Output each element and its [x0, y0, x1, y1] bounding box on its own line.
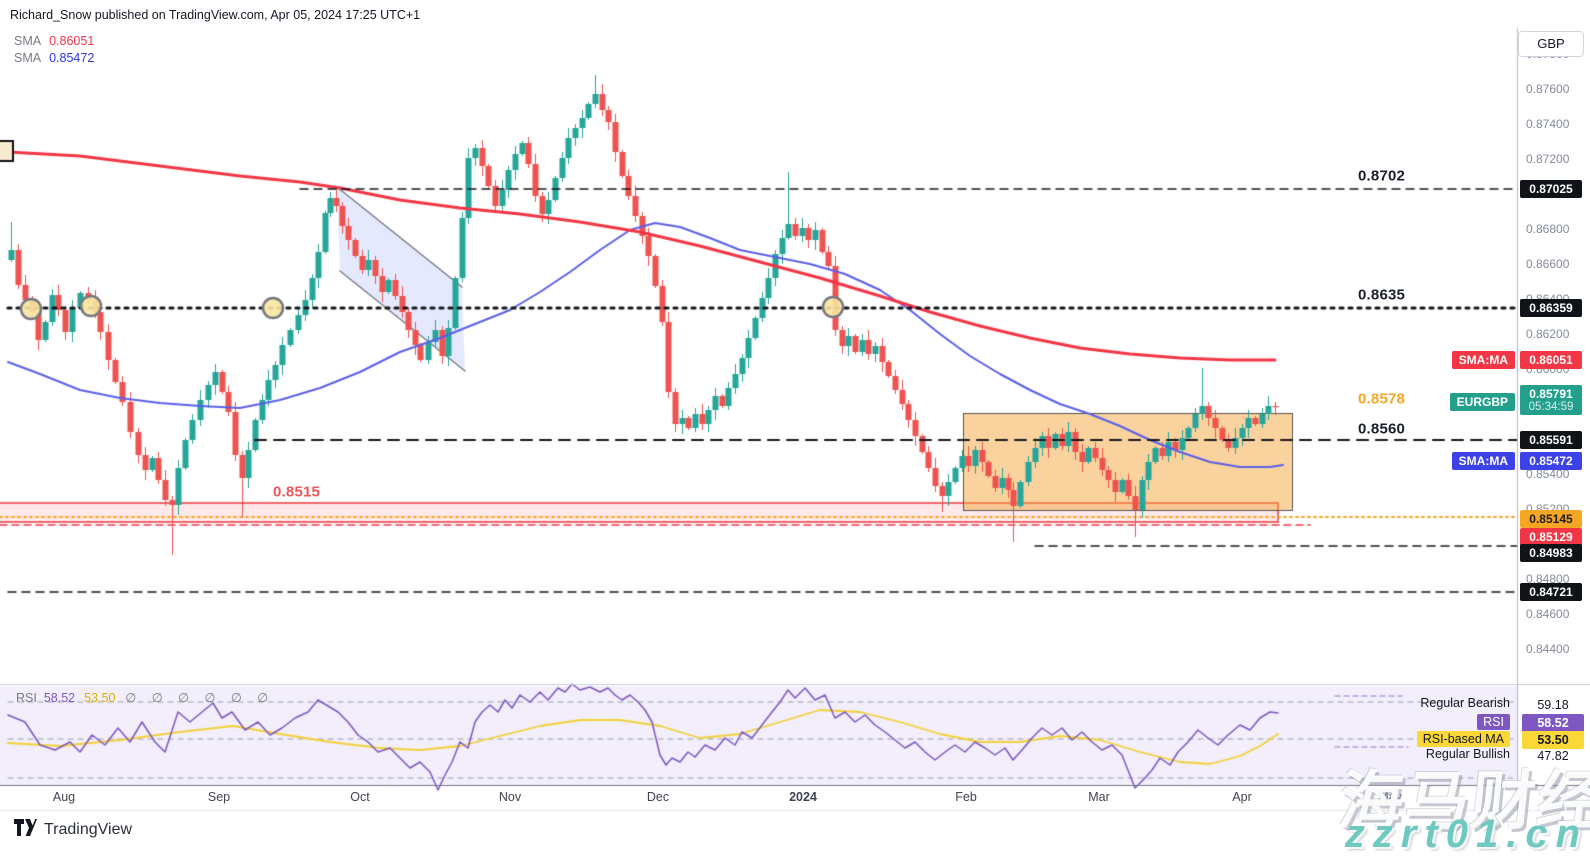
price-axis-value-label: 0.85472 — [1520, 452, 1582, 470]
pane-price-badge: EURGBP — [1449, 393, 1515, 411]
sma-legend-row-2[interactable]: SMA 0.85472 — [14, 50, 94, 67]
level-label: 0.8560 — [1358, 420, 1406, 438]
price-axis-value-label: 0.85591 — [1520, 431, 1582, 449]
level-label: 0.8578 — [1358, 390, 1406, 408]
price-axis-tick: 0.86200 — [1526, 327, 1570, 341]
sma1-label: SMA — [14, 34, 42, 48]
sma2-value: 0.85472 — [49, 51, 95, 65]
rsi-row-name: Regular Bearish — [1420, 696, 1510, 710]
price-axis-value-label: 0.85145 — [1520, 510, 1582, 528]
rsi-row-value: 53.50 — [1522, 731, 1584, 749]
price-axis-value-label: 0.85791 05:34:59 — [1520, 385, 1582, 415]
date-axis-label[interactable]: Mar — [1088, 790, 1110, 804]
sma-legend-row-1[interactable]: SMA 0.86051 — [14, 33, 94, 50]
date-axis-label[interactable]: Oct — [350, 790, 370, 804]
date-axis-label[interactable]: Dec — [646, 790, 670, 804]
sma-legend: SMA 0.86051 SMA 0.85472 — [14, 33, 94, 67]
price-axis-tick: 0.84600 — [1526, 607, 1570, 621]
price-axis-value-label: 0.86359 — [1520, 299, 1582, 317]
date-axis-label[interactable]: Nov — [498, 790, 522, 804]
sma1-value: 0.86051 — [49, 34, 95, 48]
price-axis-value-label: 0.84721 — [1520, 583, 1582, 601]
level-label: 0.8702 — [1358, 167, 1406, 185]
level-label: 0.8635 — [1358, 286, 1406, 304]
price-axis-tick: 0.85400 — [1526, 467, 1570, 481]
price-axis-value-label: 0.86051 — [1520, 351, 1582, 369]
price-axis-tick: 0.84800 — [1526, 572, 1570, 586]
rsi-title: RSI — [16, 691, 37, 705]
currency-button[interactable]: GBP — [1518, 31, 1584, 57]
publish-header: Richard_Snow published on TradingView.co… — [10, 8, 421, 22]
tradingview-footer[interactable]: TradingView — [14, 819, 132, 841]
tradingview-logo-icon — [14, 819, 37, 841]
tradingview-brand-text: TradingView — [44, 821, 133, 838]
rsi-row-value: 58.52 — [1522, 714, 1584, 732]
rsi-row-name: RSI — [1477, 714, 1510, 730]
rsi-value: 58.52 — [43, 691, 76, 705]
rsi-row-name: Regular Bullish — [1425, 747, 1510, 761]
price-axis-tick: 0.87400 — [1526, 117, 1570, 131]
price-axis-value-label: 0.84983 — [1520, 544, 1582, 562]
date-axis-label[interactable]: Sep — [207, 790, 231, 804]
rsi-row-value: 59.18 — [1537, 698, 1569, 712]
price-axis-value-label: 0.85129 — [1520, 528, 1582, 546]
sma2-label: SMA — [14, 51, 42, 65]
price-axis-tick: 0.86600 — [1526, 257, 1570, 271]
pane-price-badge: SMA:MA — [1451, 452, 1515, 470]
rsi-legend[interactable]: RSI 58.52 53.50 ∅ ∅ ∅ ∅ ∅ ∅ — [16, 690, 274, 705]
countdown-timer: 05:34:59 — [1528, 401, 1574, 413]
pane-price-badge: SMA:MA — [1451, 351, 1515, 369]
date-axis-label[interactable]: May — [1378, 790, 1402, 804]
price-axis-tick: 0.87200 — [1526, 152, 1570, 166]
date-axis-label[interactable]: 2024 — [789, 790, 817, 804]
rsi-row-name: RSI-based MA — [1416, 731, 1510, 747]
date-axis-label[interactable]: Apr — [1232, 790, 1252, 804]
level-label: 0.8515 — [273, 483, 321, 501]
price-axis-tick: 0.86800 — [1526, 222, 1570, 236]
price-axis-tick: 0.87600 — [1526, 82, 1570, 96]
price-axis-value-label: 0.87025 — [1520, 180, 1582, 198]
date-axis-label[interactable]: Feb — [955, 790, 977, 804]
date-axis-label[interactable]: Aug — [52, 790, 76, 804]
price-axis-tick: 0.84400 — [1526, 642, 1570, 656]
rsi-empty-slots: ∅ ∅ ∅ ∅ ∅ ∅ — [125, 691, 275, 705]
rsi-ma-value: 53.50 — [84, 691, 116, 705]
rsi-row-value: 47.82 — [1537, 749, 1569, 763]
